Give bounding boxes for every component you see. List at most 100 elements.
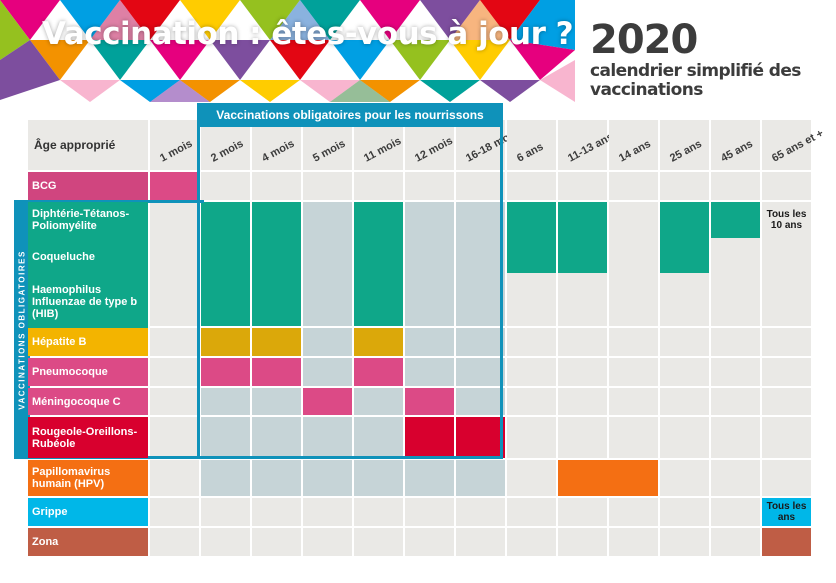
table-cell bbox=[507, 528, 556, 556]
zona-65-mark bbox=[762, 528, 811, 556]
table-cell bbox=[507, 460, 556, 496]
table-cell bbox=[150, 417, 199, 458]
age-label: 12 mois bbox=[413, 134, 455, 165]
vaccine-label: Hépatite B bbox=[28, 328, 148, 356]
table-cell bbox=[405, 328, 454, 356]
age-label: 6 ans bbox=[515, 140, 546, 165]
table-cell bbox=[762, 460, 811, 496]
table-cell bbox=[762, 388, 811, 415]
table-cell bbox=[558, 358, 607, 386]
table-cell bbox=[507, 388, 556, 415]
grippe-65-mark bbox=[762, 498, 811, 526]
age-label: 11 mois bbox=[362, 135, 404, 165]
table-cell bbox=[660, 498, 709, 526]
table-cell bbox=[405, 460, 454, 496]
age-label-wrap: 14 ans bbox=[609, 120, 659, 170]
table-cell bbox=[558, 328, 607, 356]
table-cell bbox=[354, 417, 403, 458]
vaccine-label: Zona bbox=[28, 528, 148, 556]
table-cell bbox=[660, 328, 709, 356]
table-cell bbox=[201, 498, 250, 526]
table-cell bbox=[456, 172, 505, 200]
mandatory-side-bar bbox=[14, 200, 30, 459]
age-header-cell: 11 mois bbox=[354, 120, 403, 170]
table-cell bbox=[507, 172, 556, 200]
age-header-cell: 5 mois bbox=[303, 120, 352, 170]
dtp-mark bbox=[201, 202, 250, 326]
page-title: Vaccination : êtes-vous à jour ? bbox=[42, 16, 574, 52]
age-header-cell: 65 ans et + bbox=[762, 120, 826, 170]
age-label-wrap: 16-18 mois bbox=[456, 120, 520, 170]
age-label-wrap: 12 mois bbox=[405, 120, 455, 170]
table-cell bbox=[711, 172, 760, 200]
table-cell bbox=[252, 172, 301, 200]
age-label-wrap: 1 mois bbox=[150, 120, 200, 170]
table-cell bbox=[201, 417, 250, 458]
age-label-wrap: 4 mois bbox=[252, 120, 302, 170]
table-cell bbox=[354, 172, 403, 200]
age-label: 2 mois bbox=[209, 137, 246, 165]
vaccine-label: Papillomavirus humain (HPV) bbox=[28, 460, 148, 496]
table-cell bbox=[303, 460, 352, 496]
dtp-65-note: Tous les 10 ans bbox=[766, 209, 807, 231]
table-cell bbox=[252, 417, 301, 458]
table-cell bbox=[252, 388, 301, 415]
table-cell bbox=[252, 498, 301, 526]
table-cell bbox=[354, 460, 403, 496]
table-cell bbox=[150, 202, 199, 326]
age-header-cell: 6 ans bbox=[507, 120, 556, 170]
table-cell bbox=[711, 460, 760, 496]
ror-16-18-month-mark bbox=[456, 417, 505, 458]
age-label-wrap: 5 mois bbox=[303, 120, 353, 170]
table-cell bbox=[201, 528, 250, 556]
hexagon-pattern bbox=[0, 0, 575, 102]
table-cell bbox=[150, 328, 199, 356]
table-cell bbox=[303, 328, 352, 356]
table-cell bbox=[303, 202, 352, 326]
table-cell bbox=[711, 328, 760, 356]
dtp-45-years-mark bbox=[711, 202, 760, 238]
vaccine-label: Diphtérie-Tétanos-Poliomyélite bbox=[28, 202, 148, 238]
dtp-6-years-mark bbox=[507, 202, 556, 273]
table-cell bbox=[762, 328, 811, 356]
table-cell bbox=[252, 460, 301, 496]
hepatite-b-mark bbox=[252, 328, 301, 356]
table-cell bbox=[507, 498, 556, 526]
decorative-hexagon-banner: Vaccination : êtes-vous à jour ? bbox=[0, 0, 575, 102]
table-cell bbox=[150, 388, 199, 415]
table-cell bbox=[201, 460, 250, 496]
age-label: 5 mois bbox=[311, 137, 348, 165]
table-cell bbox=[558, 528, 607, 556]
vaccine-label: Grippe bbox=[28, 498, 148, 526]
table-cell bbox=[507, 417, 556, 458]
table-cell bbox=[405, 528, 454, 556]
table-cell bbox=[456, 328, 505, 356]
age-header-cell: 1 mois bbox=[150, 120, 199, 170]
table-cell bbox=[354, 498, 403, 526]
age-label-wrap: 25 ans bbox=[660, 120, 710, 170]
pneumocoque-mark bbox=[201, 358, 250, 386]
table-cell bbox=[609, 498, 658, 526]
vaccine-label: Haemophilus Influenzae de type b (HIB) bbox=[28, 275, 148, 328]
dtp-mark bbox=[252, 202, 301, 326]
table-cell bbox=[303, 172, 352, 200]
table-cell bbox=[609, 388, 658, 415]
age-header-cell: 25 ans bbox=[660, 120, 709, 170]
age-label-wrap: 11-13 ans bbox=[558, 120, 615, 170]
table-cell bbox=[711, 358, 760, 386]
table-cell bbox=[303, 528, 352, 556]
table-cell bbox=[354, 388, 403, 415]
vaccine-label: Coqueluche bbox=[28, 238, 148, 275]
table-cell bbox=[711, 528, 760, 556]
age-label: 25 ans bbox=[668, 137, 704, 165]
table-cell bbox=[507, 358, 556, 386]
calendar-subtitle: calendrier simplifié des vaccinations bbox=[590, 61, 801, 100]
table-cell bbox=[405, 202, 454, 326]
table-cell bbox=[558, 172, 607, 200]
age-header-cell: 11-13 ans bbox=[558, 120, 615, 170]
age-label: 14 ans bbox=[617, 137, 653, 165]
table-cell bbox=[201, 388, 250, 415]
vaccine-label: Rougeole-Oreillons-Rubéole bbox=[28, 417, 148, 458]
age-label: 4 mois bbox=[260, 137, 297, 165]
dtp-mark bbox=[354, 202, 403, 326]
